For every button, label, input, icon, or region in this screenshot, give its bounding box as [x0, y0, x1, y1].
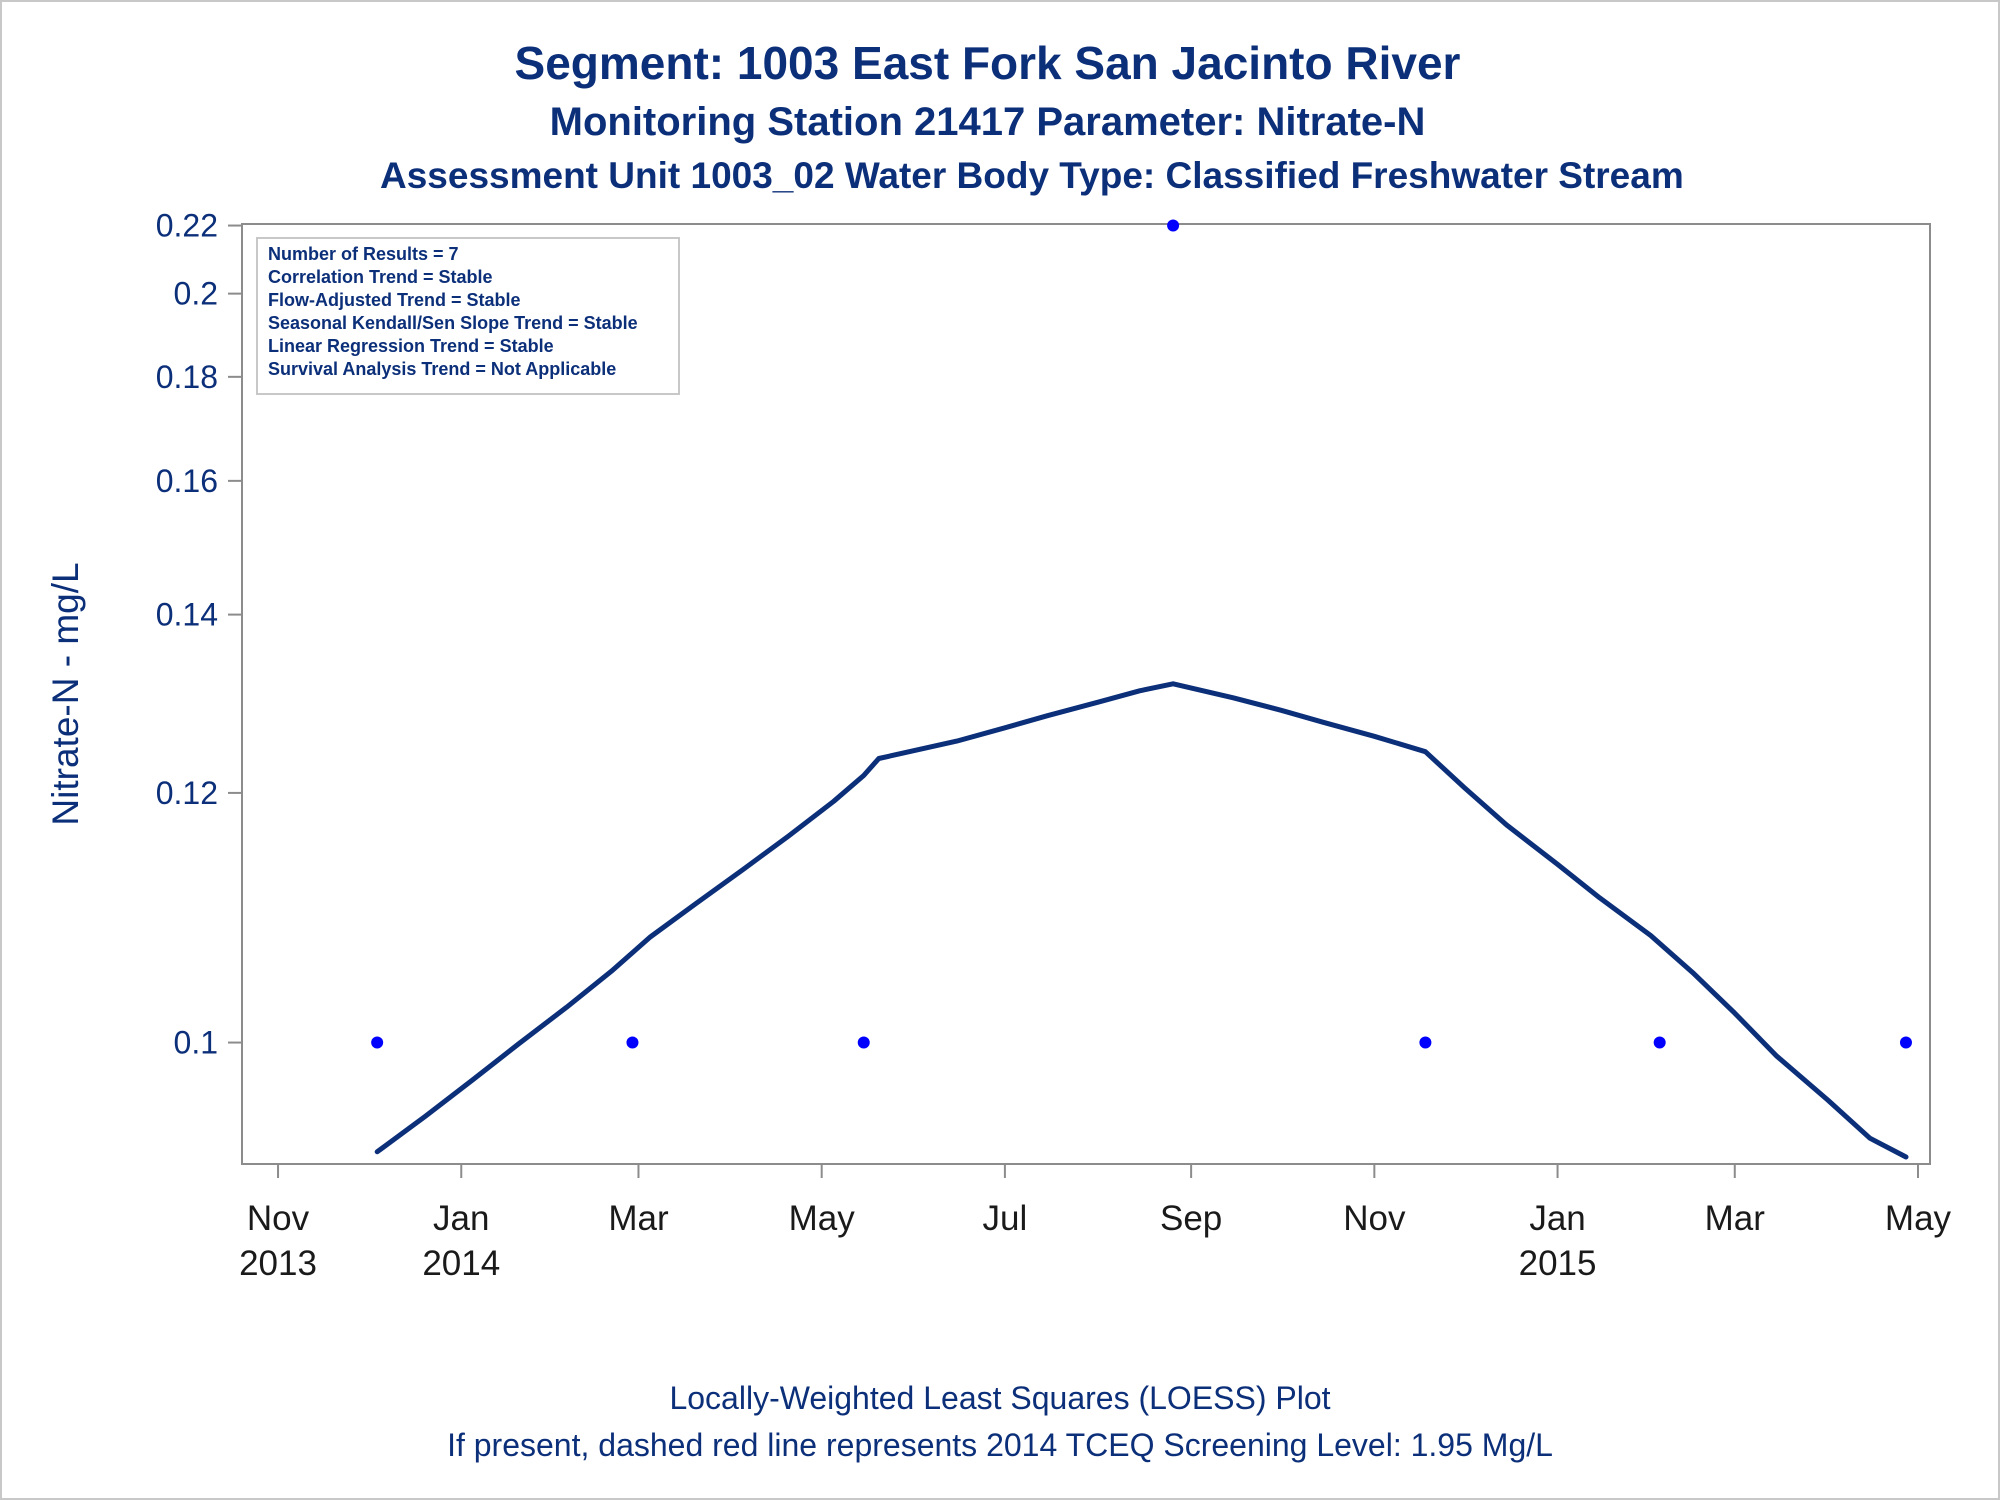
chart-subtitle-station: Monitoring Station 21417 Parameter: Nitr…	[549, 100, 1426, 144]
x-tick-label: May	[1885, 1199, 1952, 1238]
y-tick-label: 0.2	[174, 276, 218, 312]
x-tick-label: Jan	[1529, 1199, 1585, 1238]
chart-title: Segment: 1003 East Fork San Jacinto Rive…	[514, 37, 1461, 89]
data-point	[371, 1036, 384, 1049]
x-tick-label: Jul	[983, 1199, 1028, 1238]
x-tick-label: Nov	[247, 1199, 310, 1238]
footnote-screening-level: If present, dashed red line represents 2…	[447, 1427, 1553, 1463]
loess-line	[374, 681, 1909, 1160]
x-tick-label: Sep	[1160, 1199, 1222, 1238]
plot-area-border	[241, 223, 1931, 1165]
data-point	[1167, 219, 1180, 232]
data-point	[1653, 1036, 1666, 1049]
data-point	[857, 1036, 870, 1049]
stats-inset-line: Correlation Trend = Stable	[268, 267, 493, 287]
y-tick-label: 0.22	[156, 208, 218, 244]
chart-subtitle-assessment: Assessment Unit 1003_02 Water Body Type:…	[380, 155, 1684, 196]
y-axis-title: Nitrate-N - mg/L	[45, 562, 86, 825]
y-tick-label: 0.1	[174, 1025, 218, 1061]
y-tick-label: 0.16	[156, 463, 218, 499]
y-tick-label: 0.18	[156, 359, 218, 395]
data-point	[1419, 1036, 1432, 1049]
x-tick-label: May	[789, 1199, 856, 1238]
footnote-loess: Locally-Weighted Least Squares (LOESS) P…	[669, 1380, 1331, 1416]
data-point	[1899, 1036, 1912, 1049]
x-tick-label: Mar	[1705, 1199, 1766, 1238]
stats-inset-box	[256, 237, 680, 395]
x-tick-label: Nov	[1343, 1199, 1406, 1238]
y-tick-label: 0.14	[156, 597, 218, 633]
x-tick-year-label: 2013	[239, 1244, 317, 1283]
x-tick-year-label: 2015	[1519, 1244, 1597, 1283]
x-tick-year-label: 2014	[422, 1244, 500, 1283]
stats-inset-line: Seasonal Kendall/Sen Slope Trend = Stabl…	[268, 313, 638, 333]
stats-inset-line: Number of Results = 7	[268, 244, 459, 264]
stats-inset-line: Survival Analysis Trend = Not Applicable	[268, 359, 616, 379]
stats-inset-line: Linear Regression Trend = Stable	[268, 336, 554, 356]
stats-inset-line: Flow-Adjusted Trend = Stable	[268, 290, 521, 310]
x-tick-label: Jan	[433, 1199, 489, 1238]
data-point	[626, 1036, 639, 1049]
x-tick-label: Mar	[608, 1199, 669, 1238]
y-tick-label: 0.12	[156, 775, 218, 811]
